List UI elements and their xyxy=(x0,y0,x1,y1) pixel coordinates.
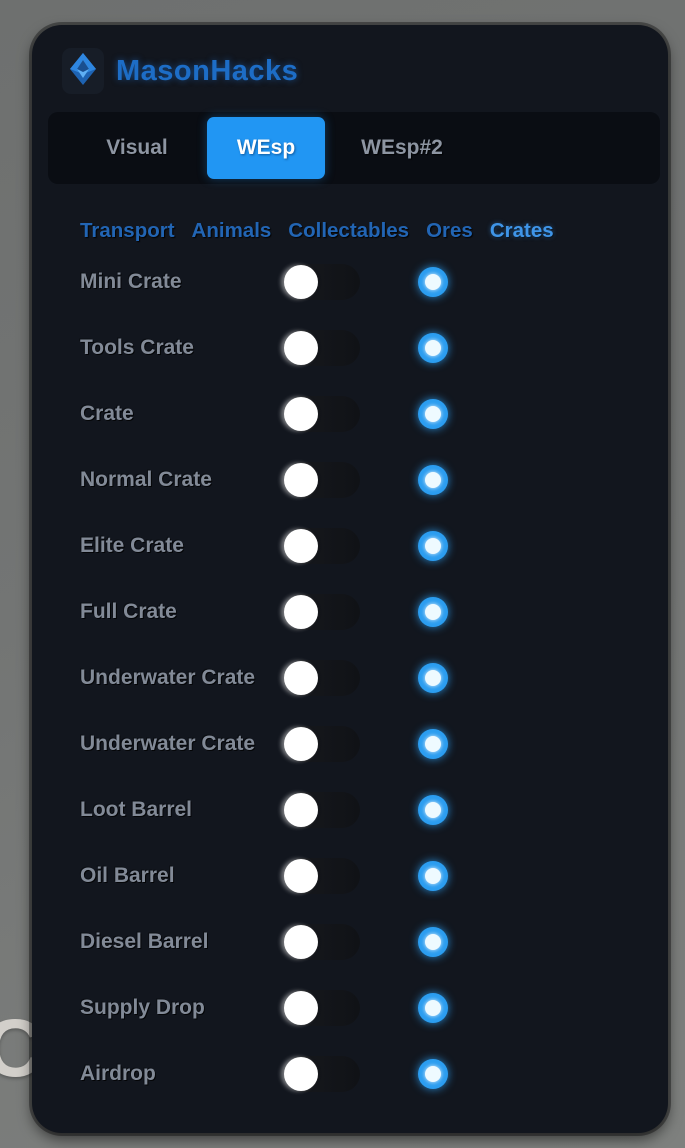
color-picker-center xyxy=(425,1066,441,1082)
color-picker[interactable] xyxy=(418,333,448,363)
color-picker-center xyxy=(425,406,441,422)
esp-row-loot-barrel: Loot Barrel xyxy=(32,777,668,843)
subtab-ores[interactable]: Ores xyxy=(426,219,473,242)
esp-toggle[interactable] xyxy=(284,726,360,762)
subtab-animals[interactable]: Animals xyxy=(191,219,272,242)
esp-item-label: Crate xyxy=(80,402,134,425)
color-picker[interactable] xyxy=(418,993,448,1023)
esp-toggle[interactable] xyxy=(284,858,360,894)
esp-row-airdrop: Airdrop xyxy=(32,1041,668,1107)
esp-row-list: Mini Crate Tools Crate Crate Normal Crat… xyxy=(32,249,668,1107)
esp-item-label: Supply Drop xyxy=(80,996,205,1019)
color-picker-center xyxy=(425,274,441,290)
tab-wesp[interactable]: WEsp xyxy=(207,117,325,179)
esp-row-normal-crate: Normal Crate xyxy=(32,447,668,513)
tab-wesp2[interactable]: WEsp#2 xyxy=(361,136,443,159)
esp-row-full-crate: Full Crate xyxy=(32,579,668,645)
esp-item-label: Elite Crate xyxy=(80,534,184,557)
esp-item-label: Airdrop xyxy=(80,1062,156,1085)
esp-toggle[interactable] xyxy=(284,924,360,960)
esp-row-tools-crate: Tools Crate xyxy=(32,315,668,381)
subtab-transport[interactable]: Transport xyxy=(80,219,175,242)
color-picker[interactable] xyxy=(418,861,448,891)
esp-item-label: Oil Barrel xyxy=(80,864,175,887)
esp-item-label: Loot Barrel xyxy=(80,798,193,821)
subtab-collectables[interactable]: Collectables xyxy=(288,219,410,242)
toggle-knob xyxy=(284,331,318,365)
color-picker[interactable] xyxy=(418,729,448,759)
toggle-knob xyxy=(284,793,318,827)
toggle-knob xyxy=(284,463,318,497)
esp-toggle[interactable] xyxy=(284,792,360,828)
color-picker[interactable] xyxy=(418,267,448,297)
color-picker-center xyxy=(425,604,441,620)
esp-row-elite-crate: Elite Crate xyxy=(32,513,668,579)
toggle-knob xyxy=(284,661,318,695)
color-picker-center xyxy=(425,340,441,356)
esp-toggle[interactable] xyxy=(284,330,360,366)
esp-row-underwater-crate-1: Underwater Crate xyxy=(32,645,668,711)
color-picker[interactable] xyxy=(418,663,448,693)
esp-item-label: Underwater Crate xyxy=(80,666,256,689)
masonhacks-panel: MasonHacks Visual WEsp WEsp#2 Transport … xyxy=(32,25,668,1133)
esp-row-underwater-crate-2: Underwater Crate xyxy=(32,711,668,777)
esp-item-label: Diesel Barrel xyxy=(80,930,209,953)
esp-toggle[interactable] xyxy=(284,264,360,300)
gem-diamond-icon xyxy=(68,52,98,91)
color-picker-center xyxy=(425,802,441,818)
subtab-crates[interactable]: Crates xyxy=(489,219,554,242)
color-picker[interactable] xyxy=(418,531,448,561)
esp-row-supply-drop: Supply Drop xyxy=(32,975,668,1041)
toggle-knob xyxy=(284,595,318,629)
app-logo xyxy=(62,48,104,94)
toggle-knob xyxy=(284,265,318,299)
color-picker[interactable] xyxy=(418,399,448,429)
esp-toggle[interactable] xyxy=(284,528,360,564)
toggle-knob xyxy=(284,1057,318,1091)
toggle-knob xyxy=(284,991,318,1025)
toggle-knob xyxy=(284,925,318,959)
color-picker-center xyxy=(425,472,441,488)
tab-bar: Visual WEsp WEsp#2 xyxy=(48,112,660,184)
esp-row-oil-barrel: Oil Barrel xyxy=(32,843,668,909)
color-picker-center xyxy=(425,1000,441,1016)
esp-row-mini-crate: Mini Crate xyxy=(32,249,668,315)
color-picker[interactable] xyxy=(418,1059,448,1089)
color-picker-center xyxy=(425,868,441,884)
esp-row-diesel-barrel: Diesel Barrel xyxy=(32,909,668,975)
esp-toggle[interactable] xyxy=(284,1056,360,1092)
esp-item-label: Underwater Crate xyxy=(80,732,256,755)
esp-toggle[interactable] xyxy=(284,660,360,696)
panel-header: MasonHacks xyxy=(32,25,668,119)
esp-toggle[interactable] xyxy=(284,462,360,498)
esp-row-crate: Crate xyxy=(32,381,668,447)
color-picker-center xyxy=(425,538,441,554)
color-picker[interactable] xyxy=(418,597,448,627)
esp-toggle[interactable] xyxy=(284,396,360,432)
color-picker[interactable] xyxy=(418,795,448,825)
color-picker[interactable] xyxy=(418,927,448,957)
esp-item-label: Normal Crate xyxy=(80,468,212,491)
esp-item-label: Full Crate xyxy=(80,600,177,623)
color-picker[interactable] xyxy=(418,465,448,495)
esp-item-label: Tools Crate xyxy=(80,336,194,359)
color-picker-center xyxy=(425,736,441,752)
esp-item-label: Mini Crate xyxy=(80,270,182,293)
toggle-knob xyxy=(284,727,318,761)
toggle-knob xyxy=(284,859,318,893)
esp-toggle[interactable] xyxy=(284,990,360,1026)
color-picker-center xyxy=(425,670,441,686)
toggle-knob xyxy=(284,529,318,563)
toggle-knob xyxy=(284,397,318,431)
esp-toggle[interactable] xyxy=(284,594,360,630)
subtab-bar: Transport Animals Collectables Ores Crat… xyxy=(80,215,652,247)
app-title: MasonHacks xyxy=(116,55,299,87)
color-picker-center xyxy=(425,934,441,950)
tab-visual[interactable]: Visual xyxy=(106,136,168,159)
